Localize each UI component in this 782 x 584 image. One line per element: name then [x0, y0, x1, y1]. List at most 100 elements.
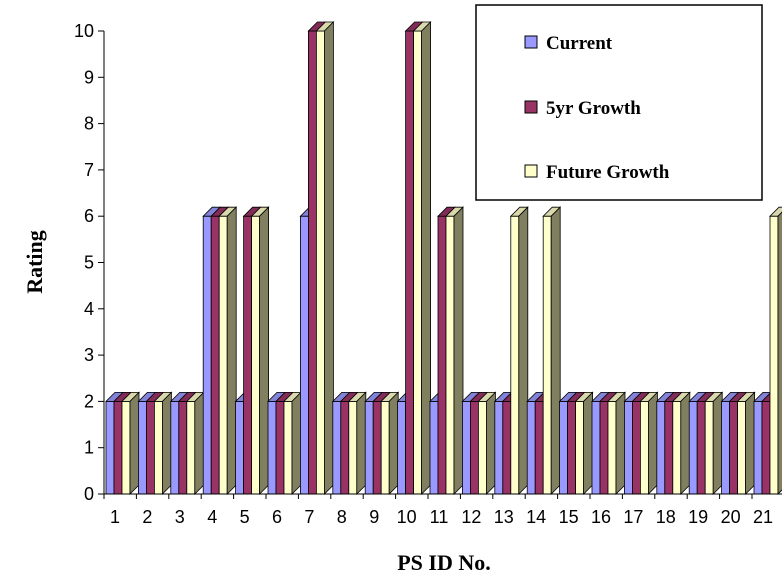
bar-front-face [186, 400, 196, 495]
bar-side-face [226, 206, 237, 495]
legend-swatch-5yr-growth [524, 100, 538, 114]
bar-future-growth-21 [769, 206, 782, 495]
bar-front-face [559, 400, 568, 495]
bar-front-face [283, 400, 293, 495]
bar-front-face [688, 400, 698, 495]
x-tick-label: 16 [591, 507, 611, 527]
bar-front-face [461, 400, 471, 495]
bar-side-face [550, 206, 561, 495]
legend: Current 5yr Growth Future Growth [475, 4, 763, 201]
bar-side-face [745, 391, 755, 495]
bar-side-face [161, 391, 172, 495]
legend-swatch-future-growth [524, 164, 538, 178]
bar-side-face [291, 391, 302, 495]
bar-future-growth-14 [542, 206, 562, 495]
bar-front-face [591, 400, 601, 495]
bar-future-growth-10 [412, 21, 432, 495]
x-tick-label: 3 [175, 507, 185, 527]
bar-front-face [737, 400, 746, 495]
bar-front-face [429, 400, 439, 495]
bar-front-face [113, 400, 123, 495]
bar-front-face [510, 215, 520, 495]
bar-front-face [348, 400, 358, 495]
legend-swatch-current [524, 35, 538, 49]
bar-front-face [640, 400, 649, 495]
x-tick-label: 15 [559, 507, 579, 527]
bar-front-face [145, 400, 155, 495]
bar-front-face [721, 400, 730, 495]
bar-front-face [526, 400, 536, 495]
bar-front-face [275, 400, 285, 495]
x-tick-label: 10 [397, 507, 417, 527]
x-axis-tick-labels: 1 2 3 4 5 6 7 8 9 10 11 12 13 14 15 16 17 18 19 20 21 [110, 507, 773, 527]
bar-side-face [356, 391, 367, 495]
bar-front-face [251, 215, 261, 495]
bar-future-growth-8 [347, 391, 367, 495]
bar-future-growth-12 [477, 391, 497, 495]
x-tick-label: 13 [494, 507, 514, 527]
bar-front-face [729, 400, 738, 495]
bar-front-face [769, 215, 779, 495]
bar-front-face [121, 400, 131, 495]
bar-future-growth-20 [736, 391, 756, 495]
x-tick-label: 12 [461, 507, 481, 527]
y-tick-label: 2 [84, 391, 94, 411]
y-tick-label: 9 [84, 67, 94, 87]
y-axis-tick-labels: 0 1 2 3 4 5 6 7 8 9 10 [74, 21, 94, 504]
bar-front-face [632, 400, 641, 495]
bar-future-growth-17 [639, 391, 659, 495]
x-tick-label: 19 [688, 507, 708, 527]
bar-front-face [210, 215, 220, 495]
bar-side-face [194, 391, 205, 495]
bar-future-growth-18 [671, 391, 691, 495]
bar-front-face [105, 400, 115, 495]
bar-front-face [542, 215, 552, 495]
x-axis-title: PS ID No. [397, 550, 491, 575]
bar-side-face [421, 21, 432, 495]
bar-side-face [615, 391, 626, 495]
y-tick-label: 8 [84, 114, 94, 134]
bar-future-growth-7 [315, 21, 335, 495]
x-tick-label: 11 [430, 507, 449, 527]
bar-front-face [340, 400, 350, 495]
bar-front-face [405, 30, 415, 495]
bar-front-face [656, 400, 666, 495]
bar-front-face [696, 400, 706, 495]
x-tick-label: 17 [623, 507, 643, 527]
bar-front-face [364, 400, 374, 495]
bar-front-face [534, 400, 544, 495]
legend-box [475, 4, 763, 201]
bar-side-face [453, 206, 464, 495]
bar-front-face [575, 400, 584, 495]
legend-label-current: Current [546, 33, 613, 54]
x-tick-label: 8 [337, 507, 347, 527]
bar-front-face [753, 400, 763, 495]
x-tick-label: 1 [110, 507, 120, 527]
y-axis-title: Rating [22, 230, 47, 294]
bar-front-face [599, 400, 609, 495]
x-tick-label: 20 [721, 507, 741, 527]
bar-side-face [129, 391, 140, 495]
bar-side-face [680, 391, 691, 495]
bar-front-face [607, 400, 617, 495]
bar-future-growth-11 [445, 206, 464, 495]
bar-front-face [445, 215, 455, 495]
y-tick-label: 1 [84, 438, 94, 458]
bar-front-face [170, 400, 180, 495]
bar-front-face [307, 30, 317, 495]
bar-front-face [567, 400, 576, 495]
bar-future-growth-3 [185, 391, 205, 495]
bar-side-face [518, 206, 529, 495]
bar-side-face [583, 391, 593, 495]
x-tick-label: 14 [526, 507, 546, 527]
bar-future-growth-19 [704, 391, 724, 495]
bar-front-face [502, 400, 512, 495]
y-tick-label: 6 [84, 206, 94, 226]
bar-future-growth-9 [380, 391, 400, 495]
bar-group [105, 21, 782, 495]
x-tick-label: 6 [272, 507, 282, 527]
y-tick-label: 5 [84, 253, 94, 273]
x-tick-label: 18 [656, 507, 676, 527]
bar-front-face [380, 400, 390, 495]
